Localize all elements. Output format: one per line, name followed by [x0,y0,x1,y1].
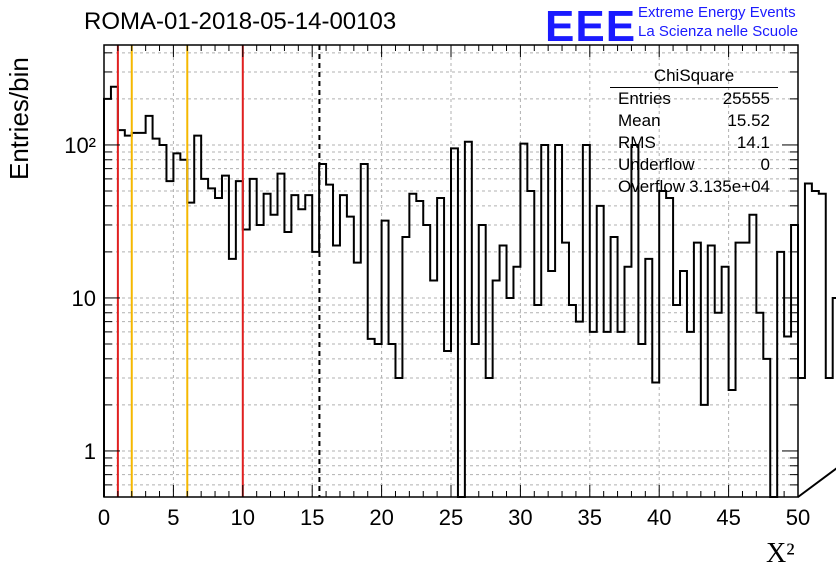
y-tick-label: 10² [64,133,96,158]
stats-row-overflow: Overflow 3.135e+04 [610,176,778,198]
x-tick-label: 5 [167,505,179,530]
stats-label: Mean [618,111,661,130]
stats-row-entries: Entries 25555 [610,88,778,110]
x-tick-label: 50 [786,505,810,530]
stats-label: Entries [618,89,671,108]
stats-label: Underflow [618,155,695,174]
stats-value: 15.52 [727,111,770,130]
x-tick-label: 35 [578,505,602,530]
stats-value: 25555 [722,89,770,108]
stats-label: Overflow [618,177,686,196]
y-tick-label: 1 [84,439,96,464]
x-tick-label: 25 [439,505,463,530]
y-axis-label: Entries/bin [4,57,34,180]
chart-title: ROMA-01-2018-05-14-00103 [84,8,397,35]
stats-row-rms: RMS 14.1 [610,132,778,154]
stats-box: ChiSquare Entries 25555 Mean 15.52 RMS 1… [610,66,778,198]
stats-row-underflow: Underflow 0 [610,154,778,176]
histogram-series [103,85,836,498]
stats-value: 3.135e+04 [689,177,770,196]
logo-line-1: Extreme Energy Events [638,4,796,21]
stats-row-mean: Mean 15.52 [610,110,778,132]
x-tick-label: 40 [647,505,671,530]
logo-line-2: La Scienza nelle Scuole [638,23,799,40]
x-tick-label: 20 [369,505,393,530]
x-tick-label: 45 [716,505,740,530]
stats-title: ChiSquare [610,66,778,88]
stats-label: RMS [618,133,656,152]
x-tick-label: 30 [508,505,532,530]
stats-value: 0 [760,155,770,174]
x-tick-label: 15 [300,505,324,530]
x-axis-label: X² [766,538,795,569]
y-tick-label: 10 [72,286,96,311]
x-tick-label: 0 [98,505,110,530]
eee-logo: EEE [545,2,637,51]
x-tick-label: 10 [231,505,255,530]
stats-value: 14.1 [736,133,770,152]
